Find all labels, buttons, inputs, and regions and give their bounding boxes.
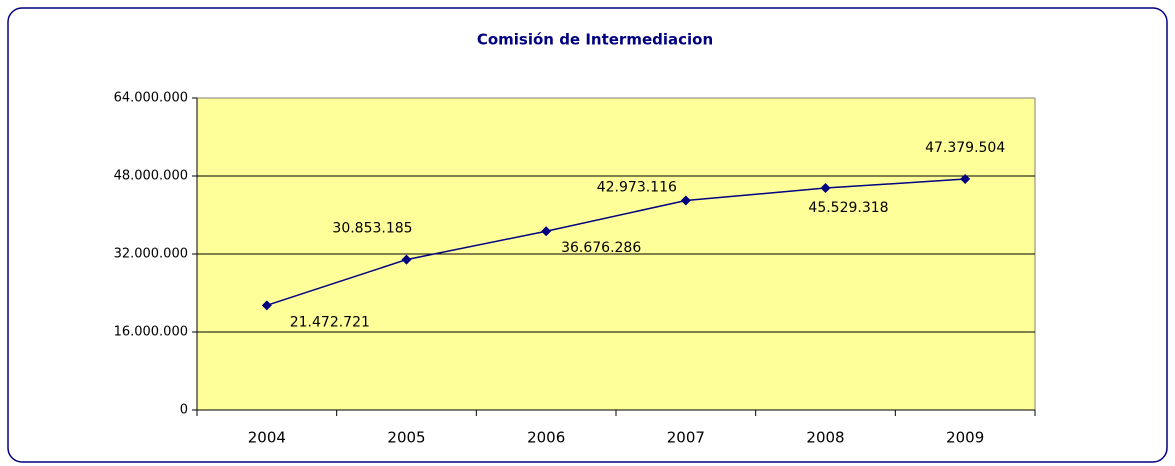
- data-point: [401, 254, 412, 265]
- y-tick-label: 32.000.000: [114, 247, 188, 262]
- x-tick-label: 2006: [527, 429, 565, 447]
- x-tick-label: 2007: [667, 429, 705, 447]
- data-point: [261, 300, 272, 311]
- data-point: [820, 183, 831, 194]
- x-tick-label: 2008: [806, 429, 844, 447]
- chart-title: Comisión de Intermediacion: [477, 31, 713, 49]
- data-label: 47.379.504: [925, 140, 1005, 156]
- data-label: 30.853.185: [332, 221, 412, 237]
- data-label: 45.529.318: [808, 200, 888, 216]
- data-point: [541, 226, 552, 237]
- x-tick-label: 2009: [946, 429, 984, 447]
- y-tick-label: 0: [180, 403, 188, 418]
- y-tick-label: 16.000.000: [114, 325, 188, 340]
- x-tick-label: 2004: [248, 429, 286, 447]
- data-label: 21.472.721: [290, 314, 370, 330]
- data-point: [680, 195, 691, 206]
- data-label: 42.973.116: [597, 180, 677, 196]
- y-tick-label: 48.000.000: [114, 169, 188, 184]
- y-tick-label: 64.000.000: [114, 91, 188, 106]
- data-point: [960, 174, 971, 185]
- data-label: 36.676.286: [561, 240, 641, 256]
- x-tick-label: 2005: [387, 429, 425, 447]
- data-line: [266, 178, 966, 307]
